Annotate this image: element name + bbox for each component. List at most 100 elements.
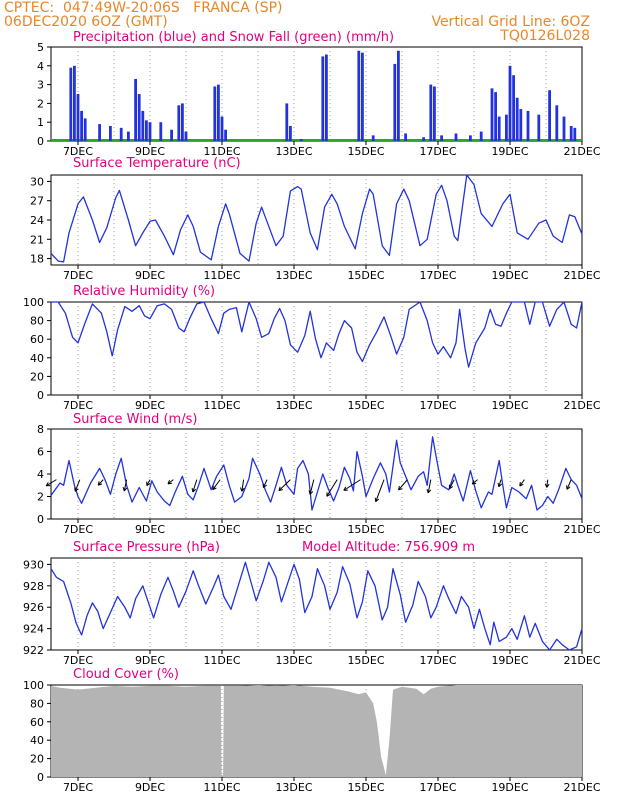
- precip-bar: [548, 90, 551, 141]
- wind-arrow: [212, 479, 221, 490]
- y-tick-label: 18: [30, 253, 44, 266]
- y-tick-label: 4: [37, 468, 44, 481]
- wind-arrow: [97, 479, 104, 486]
- y-tick-label: 924: [23, 623, 44, 636]
- cloud-area: [51, 685, 582, 777]
- precip-bar: [479, 131, 483, 141]
- wind-arrow-head: [278, 486, 283, 492]
- precip-bar: [490, 88, 494, 141]
- x-tick-label: 11DEC: [203, 399, 240, 412]
- precip-bar: [433, 86, 436, 141]
- wind-arrow: [449, 479, 455, 489]
- precip-bar: [184, 131, 188, 141]
- x-tick-label: 19DEC: [491, 654, 528, 667]
- x-tick-label: 19DEC: [491, 781, 528, 794]
- y-tick-label: 928: [23, 580, 44, 593]
- x-tick-label: 19DEC: [491, 523, 528, 536]
- x-tick-label: 15DEC: [347, 523, 384, 536]
- precip-bar: [526, 110, 530, 141]
- x-tick-label: 13DEC: [275, 523, 312, 536]
- pressure-model-altitude: Model Altitude: 756.909 m: [302, 540, 476, 555]
- panel-title-precipitation: Precipitation (blue) and Snow Fall (gree…: [73, 30, 395, 45]
- precip-bar: [515, 97, 519, 141]
- x-tick-label: 11DEC: [203, 523, 240, 536]
- precip-bar: [497, 116, 501, 141]
- x-tick-label: 15DEC: [347, 654, 384, 667]
- x-tick-label: 17DEC: [419, 269, 456, 282]
- wind-arrow-head: [497, 482, 503, 488]
- x-tick-label: 11DEC: [203, 781, 240, 794]
- wind-arrow-head: [374, 497, 380, 503]
- wind-arrow-head: [519, 482, 524, 487]
- panel-title-wind: Surface Wind (m/s): [73, 412, 198, 427]
- x-tick-label: 17DEC: [419, 399, 456, 412]
- precip-bar: [145, 120, 148, 141]
- x-tick-label: 7DEC: [63, 269, 93, 282]
- y-tick-label: 27: [30, 195, 44, 208]
- x-tick-label: 7DEC: [63, 523, 93, 536]
- x-tick-label: 21DEC: [563, 399, 600, 412]
- wind-arrow-head: [97, 481, 103, 486]
- x-tick-label: 7DEC: [63, 145, 93, 158]
- precip-bar: [393, 63, 397, 141]
- panel-title-humidity: Relative Humidity (%): [73, 284, 216, 299]
- wind-arrow-head: [122, 486, 128, 492]
- precip-bar: [562, 116, 566, 141]
- y-tick-label: 922: [23, 644, 44, 657]
- precip-bar: [217, 84, 220, 141]
- precip-bar: [573, 127, 577, 141]
- precip-bar: [537, 114, 541, 141]
- precip-bar: [361, 52, 364, 141]
- x-tick-label: 13DEC: [275, 399, 312, 412]
- x-tick-label: 11DEC: [203, 269, 240, 282]
- precip-bar: [69, 67, 73, 141]
- x-tick-label: 7DEC: [63, 654, 93, 667]
- x-tick-label: 17DEC: [419, 523, 456, 536]
- panel-frame: [50, 301, 583, 396]
- precip-bar: [519, 109, 523, 141]
- x-tick-label: 9DEC: [135, 654, 165, 667]
- wind-arrow: [309, 479, 315, 495]
- precip-bar: [494, 92, 497, 141]
- y-tick-label: 3: [37, 79, 44, 92]
- precip-bar: [181, 103, 184, 141]
- x-tick-label: 15DEC: [347, 781, 384, 794]
- x-tick-label: 7DEC: [63, 399, 93, 412]
- x-tick-label: 21DEC: [563, 523, 600, 536]
- wind-arrow: [192, 479, 198, 493]
- wind-arrow-head: [262, 483, 267, 489]
- y-tick-label: 80: [30, 315, 44, 328]
- header-date: 06DEC2020 6OZ (GMT): [4, 14, 168, 30]
- wind-arrow: [167, 479, 174, 485]
- precip-bar: [285, 103, 289, 141]
- panel-title-temperature: Surface Temperature (nC): [73, 156, 241, 171]
- x-tick-label: 17DEC: [419, 654, 456, 667]
- wind-arrow: [241, 479, 245, 492]
- precip-bar: [508, 65, 512, 141]
- wind-arrow-head: [212, 485, 217, 491]
- header-gridline-note: Vertical Grid Line: 6OZ: [431, 14, 590, 30]
- x-tick-label: 11DEC: [203, 654, 240, 667]
- wind-arrow-head: [167, 479, 172, 485]
- y-tick-label: 926: [23, 601, 44, 614]
- wind-arrow-head: [326, 492, 331, 497]
- precip-bar: [141, 110, 145, 141]
- x-tick-label: 9DEC: [135, 145, 165, 158]
- y-tick-label: 2: [37, 491, 44, 504]
- wind-arrow: [146, 479, 151, 486]
- y-tick-label: 5: [37, 41, 44, 54]
- x-tick-label: 21DEC: [563, 145, 600, 158]
- y-tick-label: 40: [30, 352, 44, 365]
- precip-bar: [357, 50, 361, 142]
- precip-bar: [440, 135, 443, 141]
- y-tick-label: 21: [30, 233, 44, 246]
- panel-frame: [50, 46, 583, 142]
- y-tick-label: 930: [23, 558, 44, 571]
- y-tick-label: 0: [37, 513, 44, 526]
- y-tick-label: 100: [23, 296, 44, 309]
- x-tick-label: 21DEC: [563, 781, 600, 794]
- x-tick-label: 11DEC: [203, 145, 240, 158]
- x-tick-label: 15DEC: [347, 399, 384, 412]
- y-tick-label: 80: [30, 697, 44, 710]
- precip-bar: [127, 131, 130, 141]
